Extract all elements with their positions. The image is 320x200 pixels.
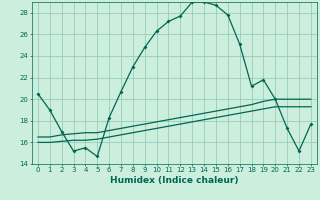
X-axis label: Humidex (Indice chaleur): Humidex (Indice chaleur) bbox=[110, 176, 239, 185]
